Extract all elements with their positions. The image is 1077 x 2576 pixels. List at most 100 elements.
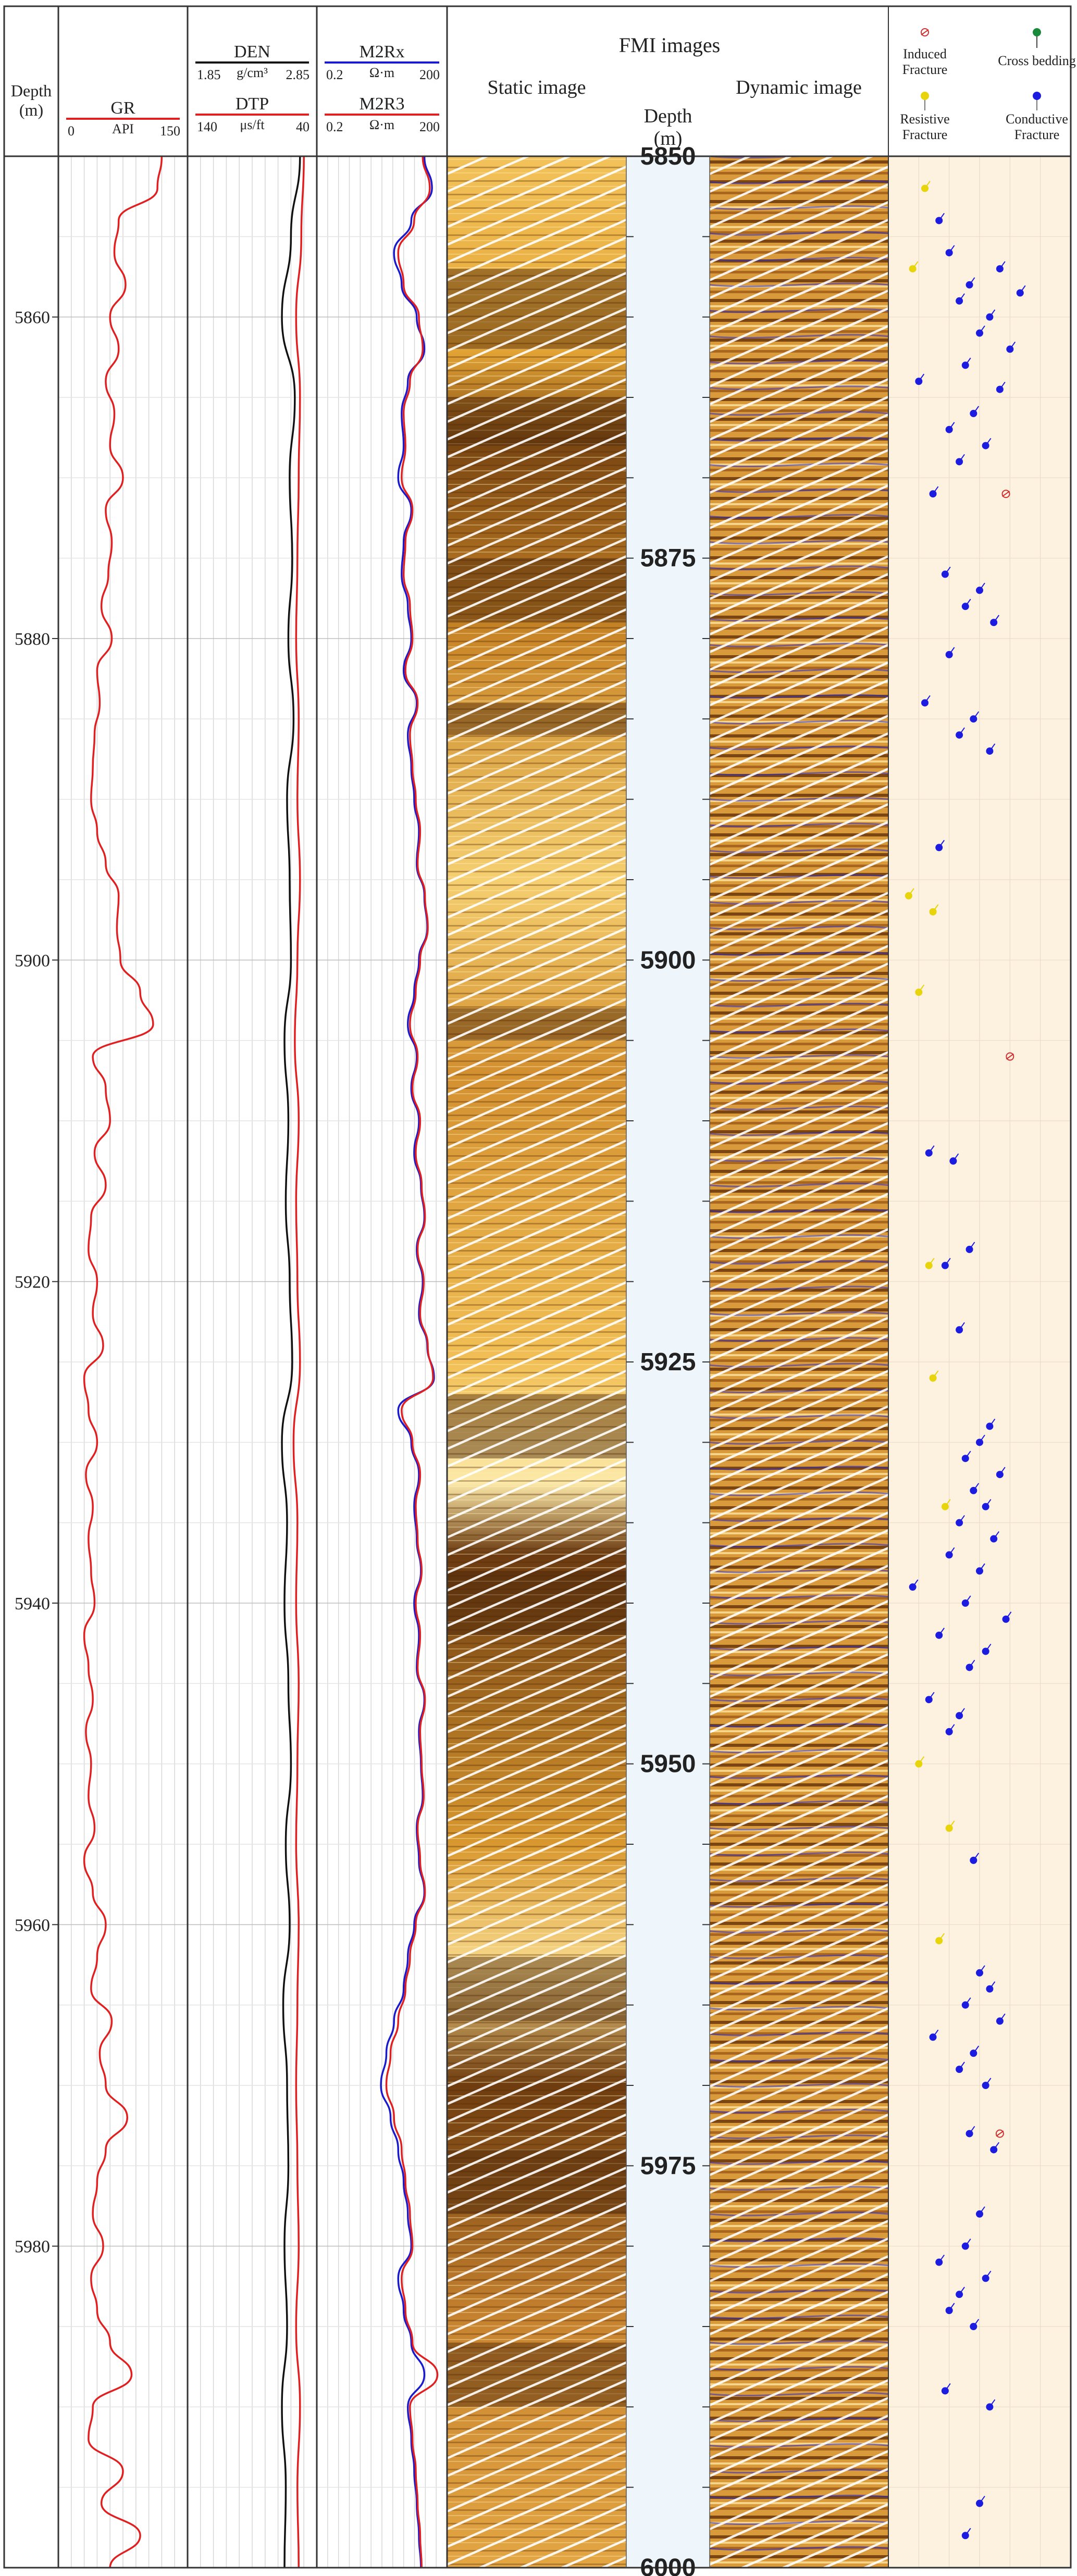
static-bedding-trace <box>447 555 627 636</box>
mid-depth-bg-over <box>626 156 710 2568</box>
dtp-header-name: DTP <box>236 94 269 114</box>
dynamic-blue-trace <box>709 308 889 313</box>
fmi-title: FMI images <box>619 33 720 57</box>
dynamic-bedding-trace <box>709 1635 889 1716</box>
dynamic-bedding-trace <box>709 183 889 264</box>
dynamic-blue-trace <box>709 1208 889 1214</box>
mid-depth-number: 5950 <box>640 1750 696 1778</box>
dynamic-bedding-trace <box>709 1688 889 1769</box>
left-depth-label: 5860 <box>15 308 50 328</box>
dynamic-bedding-trace <box>709 1192 889 1273</box>
static-bedding-trace <box>447 254 627 335</box>
static-bedding-trace <box>447 927 627 1008</box>
conductive-fracture-mark <box>961 361 969 369</box>
dynamic-bedding-trace <box>709 1617 889 1698</box>
conductive-fracture-mark <box>965 1664 973 1671</box>
conductive-fracture-mark <box>965 1245 973 1253</box>
static-bedding-trace <box>447 1086 627 1167</box>
conductive-fracture-mark <box>925 1696 933 1704</box>
conductive-fracture-mark <box>961 2001 969 2009</box>
conductive-fracture-mark <box>961 2532 969 2540</box>
left-depth-label: 5940 <box>15 1594 50 1614</box>
static-bedding-trace <box>447 147 627 229</box>
dynamic-bedding-trace <box>709 2343 889 2424</box>
conductive-fracture-mark <box>1016 289 1024 297</box>
conductive-fracture-mark <box>965 281 973 289</box>
left-depth-label: 5900 <box>15 951 50 970</box>
static-bedding-trace <box>447 1564 627 1645</box>
static-bedding-trace <box>447 2396 627 2478</box>
dynamic-bedding-trace <box>709 2325 889 2407</box>
dynamic-bedding-trace <box>709 1954 889 2035</box>
static-bedding-trace <box>447 2308 627 2389</box>
dynamic-blue-trace <box>709 951 889 956</box>
conductive-fracture-mark <box>976 2210 983 2218</box>
m2r3-header-unit: Ω·m <box>369 117 394 132</box>
static-bedding-trace <box>447 2007 627 2088</box>
dynamic-bedding-trace <box>709 714 889 795</box>
dynamic-bedding-trace <box>709 997 889 1079</box>
conductive-fracture-mark <box>935 1631 943 1639</box>
mid-depth-number: 6000 <box>640 2554 696 2576</box>
static-dark-band <box>447 1571 626 1635</box>
dynamic-bedding-trace <box>709 2184 889 2265</box>
static-dark-band <box>447 269 626 349</box>
dynamic-bedding-trace <box>709 1777 889 1858</box>
dynamic-bedding-trace <box>709 608 889 689</box>
dynamic-blue-trace <box>709 1234 889 1239</box>
dynamic-blue-trace <box>709 359 889 365</box>
dynamic-blue-trace <box>709 2057 889 2062</box>
static-bedding-trace <box>447 2095 627 2177</box>
conductive-fracture-mark <box>956 2066 963 2073</box>
dynamic-bedding-trace <box>709 1759 889 1840</box>
dynamic-bedding-trace <box>709 1157 889 1238</box>
dynamic-bedding-trace <box>709 2024 889 2106</box>
m2rx-header-max: 200 <box>419 67 440 82</box>
static-bedding-trace <box>447 1847 627 1929</box>
dynamic-bedding-trace <box>709 2449 889 2531</box>
conductive-legend-label: Conductive <box>1006 111 1068 127</box>
static-bedding-trace <box>447 1121 627 1203</box>
resistive-fracture-mark <box>915 989 923 996</box>
dynamic-blue-trace <box>709 2031 889 2036</box>
dynamic-bedding-trace <box>709 1830 889 1911</box>
dynamic-bedding-trace <box>709 1281 889 1362</box>
dynamic-blue-trace <box>709 436 889 442</box>
dynamic-blue-trace <box>709 1491 889 1496</box>
resistive-legend-label: Resistive <box>900 111 949 127</box>
conductive-fracture-mark <box>970 1486 977 1494</box>
dynamic-blue-trace <box>709 1003 889 1008</box>
static-bedding-trace <box>447 785 627 866</box>
dynamic-bedding-trace <box>709 891 889 972</box>
static-bedding-trace <box>447 909 627 990</box>
static-bedding-trace <box>447 1228 627 1309</box>
dynamic-bedding-trace <box>709 1369 889 1450</box>
conductive-fracture-mark <box>935 844 943 852</box>
static-bedding-trace <box>447 2290 627 2371</box>
static-bedding-trace <box>447 1511 627 1592</box>
conductive-fracture-mark <box>956 297 963 305</box>
dynamic-bedding-trace <box>709 360 889 441</box>
dynamic-bedding-trace <box>709 2272 889 2354</box>
dynamic-bedding-trace <box>709 1989 889 2070</box>
induced-fracture-tick <box>1006 1053 1014 1060</box>
static-bedding-trace <box>447 1051 627 1132</box>
static-bedding-trace <box>447 820 627 902</box>
left-depth-label: 5960 <box>15 1916 50 1935</box>
dynamic-bedding-trace <box>709 1794 889 1875</box>
static-bedding-trace <box>447 838 627 919</box>
static-bedding-trace <box>447 2379 627 2460</box>
static-bedding-trace <box>447 643 627 724</box>
static-bedding-trace <box>447 997 627 1079</box>
dynamic-bedding-trace <box>709 803 889 884</box>
dynamic-bedding-trace <box>709 466 889 547</box>
static-bedding-trace <box>447 1015 627 1096</box>
conductive-fracture-mark <box>990 619 998 627</box>
dynamic-blue-trace <box>709 899 889 905</box>
static-bedding-trace <box>447 466 627 547</box>
image-mask-bottom <box>447 2568 888 2576</box>
m2r3-header-name: M2R3 <box>360 94 405 114</box>
static-bedding-trace <box>447 1954 627 2035</box>
static-bedding-trace <box>447 980 627 1061</box>
dynamic-bedding-trace <box>709 1900 889 1982</box>
